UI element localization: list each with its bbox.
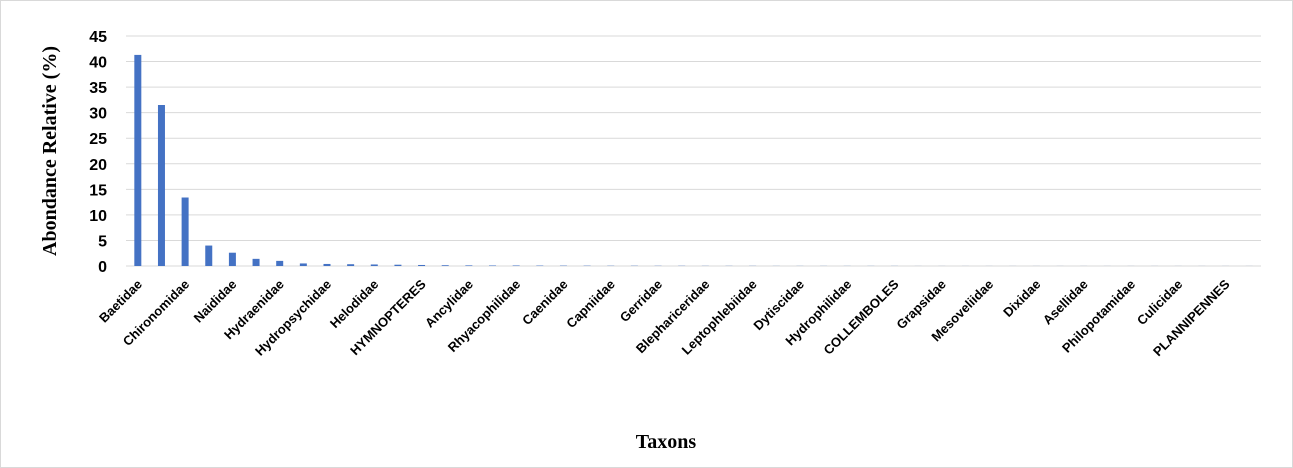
bar	[512, 265, 520, 266]
bar	[370, 264, 378, 266]
x-tick-label: Dixidae	[1000, 277, 1043, 320]
bar	[299, 263, 307, 266]
y-tick-label: 15	[89, 182, 107, 199]
bar	[441, 265, 449, 266]
bar	[276, 260, 284, 266]
y-tick-label: 40	[89, 55, 107, 72]
y-tick-label: 0	[98, 259, 107, 276]
x-tick-label: Naididae	[191, 277, 240, 326]
y-tick-label: 35	[89, 80, 107, 97]
gridlines	[126, 35, 1261, 267]
y-axis-title: Abondance Relative (%)	[39, 46, 61, 256]
x-tick-labels: BaetidaeChironomidaeNaididaeHydraenidaeH…	[96, 276, 1233, 359]
x-tick-label: Capniidae	[563, 277, 618, 332]
x-tick-label: Baetidae	[96, 277, 145, 326]
bar	[323, 263, 331, 266]
bar	[347, 264, 355, 266]
y-tick-label: 10	[89, 208, 107, 225]
bar	[394, 264, 402, 266]
bar	[181, 197, 189, 266]
bars	[134, 54, 1253, 267]
y-tick-label: 45	[89, 29, 107, 46]
x-axis-title: Taxons	[636, 431, 697, 453]
bar	[489, 265, 497, 266]
bar	[228, 252, 236, 266]
y-tick-label: 30	[89, 106, 107, 123]
bar	[418, 264, 426, 266]
bar	[157, 105, 165, 266]
bar	[465, 265, 473, 266]
y-tick-label: 5	[98, 233, 107, 250]
y-tick-label: 25	[89, 131, 107, 148]
x-tick-label: Gerridae	[617, 277, 665, 325]
bar	[134, 54, 142, 267]
y-tick-labels: 0 5 10 15 20 25 30 35 40 45	[89, 29, 107, 276]
y-tick-label: 20	[89, 157, 107, 174]
bar	[252, 258, 260, 266]
bar	[205, 245, 213, 266]
